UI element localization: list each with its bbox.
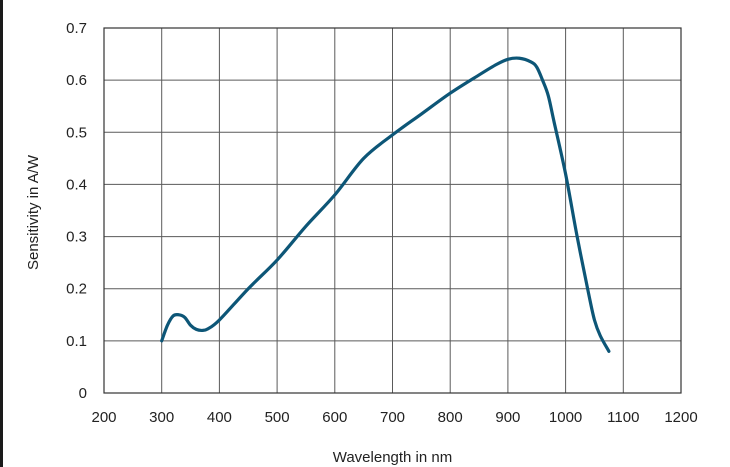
- x-tick-labels: 200 300 400 500 600 700 800 900 1000 1100 1200: [91, 409, 697, 426]
- x-tick-label: 500: [265, 409, 290, 426]
- y-tick-label: 0.2: [66, 281, 87, 298]
- y-tick-label: 0.1: [66, 333, 87, 350]
- grid: [103, 27, 682, 394]
- y-tick-label: 0.5: [66, 124, 87, 141]
- x-tick-label: 1200: [664, 409, 697, 426]
- x-tick-label: 200: [91, 409, 116, 426]
- plot-frame: [103, 27, 682, 394]
- left-edge-bar: [0, 0, 3, 467]
- x-tick-label: 600: [322, 409, 347, 426]
- y-tick-label: 0.6: [66, 72, 87, 89]
- x-tick-label: 400: [207, 409, 232, 426]
- x-tick-label: 300: [149, 409, 174, 426]
- x-tick-label: 800: [438, 409, 463, 426]
- y-tick-labels: 0 0.1 0.2 0.3 0.4 0.5 0.6 0.7: [66, 20, 87, 402]
- y-tick-label: 0.4: [66, 176, 87, 193]
- series-line: [160, 56, 611, 353]
- x-tick-label: 1100: [607, 409, 639, 426]
- y-axis-label: Sensitivity in A/W: [25, 154, 42, 270]
- x-tick-label: 900: [495, 409, 520, 426]
- x-tick-label: 1000: [549, 409, 582, 426]
- x-tick-label: 700: [380, 409, 405, 426]
- y-tick-label: 0: [79, 385, 87, 402]
- y-tick-label: 0.3: [66, 229, 87, 246]
- x-axis-label: Wavelength in nm: [333, 449, 453, 466]
- y-tick-label: 0.7: [66, 20, 87, 37]
